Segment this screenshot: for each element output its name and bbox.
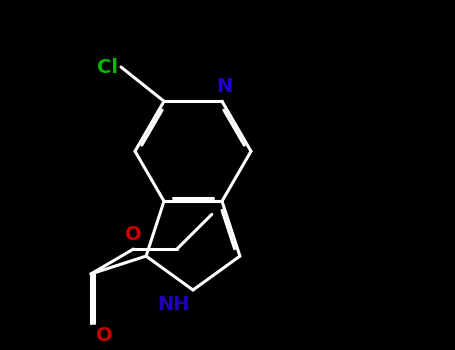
Text: Cl: Cl (97, 57, 118, 77)
Text: O: O (96, 326, 112, 345)
Text: O: O (125, 225, 142, 244)
Text: NH: NH (157, 295, 190, 314)
Text: N: N (216, 77, 232, 96)
